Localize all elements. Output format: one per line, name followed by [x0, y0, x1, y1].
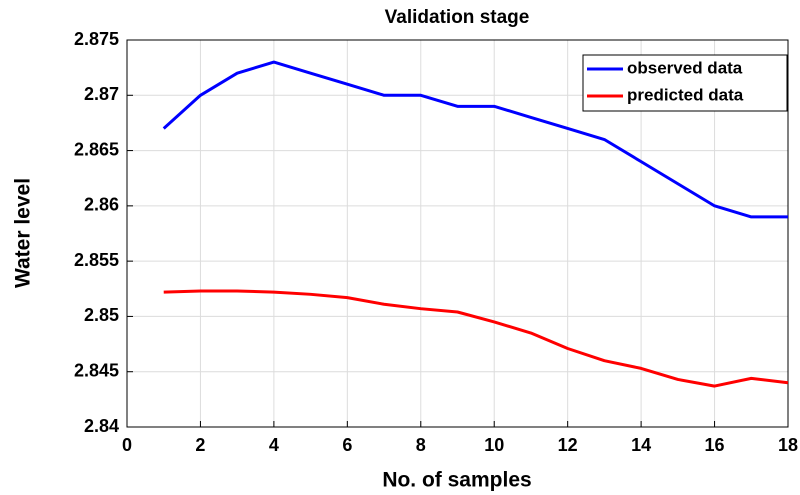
x-tick-label: 8: [416, 435, 426, 455]
x-axis-label: No. of samples: [382, 469, 531, 492]
x-tick-label: 18: [778, 435, 798, 455]
y-tick-label: 2.845: [74, 360, 119, 380]
y-tick-label: 2.875: [74, 29, 119, 49]
y-tick-label: 2.855: [74, 250, 119, 270]
x-tick-label: 10: [484, 435, 504, 455]
x-tick-label: 4: [269, 435, 279, 455]
legend-label: observed data: [627, 58, 743, 77]
legend-label: predicted data: [627, 85, 744, 104]
y-tick-label: 2.84: [84, 416, 119, 436]
x-tick-label: 12: [558, 435, 578, 455]
x-tick-label: 16: [705, 435, 725, 455]
x-tick-label: 6: [342, 435, 352, 455]
y-tick-label: 2.87: [84, 84, 119, 104]
chart-title: Validation stage: [385, 7, 530, 28]
plot-frame: [126, 39, 789, 428]
x-tick-label: 0: [122, 435, 132, 455]
data-line: [162, 60, 788, 219]
y-tick-label: 2.865: [74, 139, 119, 159]
x-tick-label: 2: [195, 435, 205, 455]
y-axis-label: Water level: [12, 178, 35, 288]
y-tick-label: 2.85: [84, 305, 119, 325]
data-line: [163, 289, 789, 388]
legend: observed data predicted data: [582, 54, 788, 112]
legend-box: [582, 54, 788, 112]
x-tick-label: 14: [631, 435, 651, 455]
y-tick-label: 2.86: [84, 195, 119, 215]
